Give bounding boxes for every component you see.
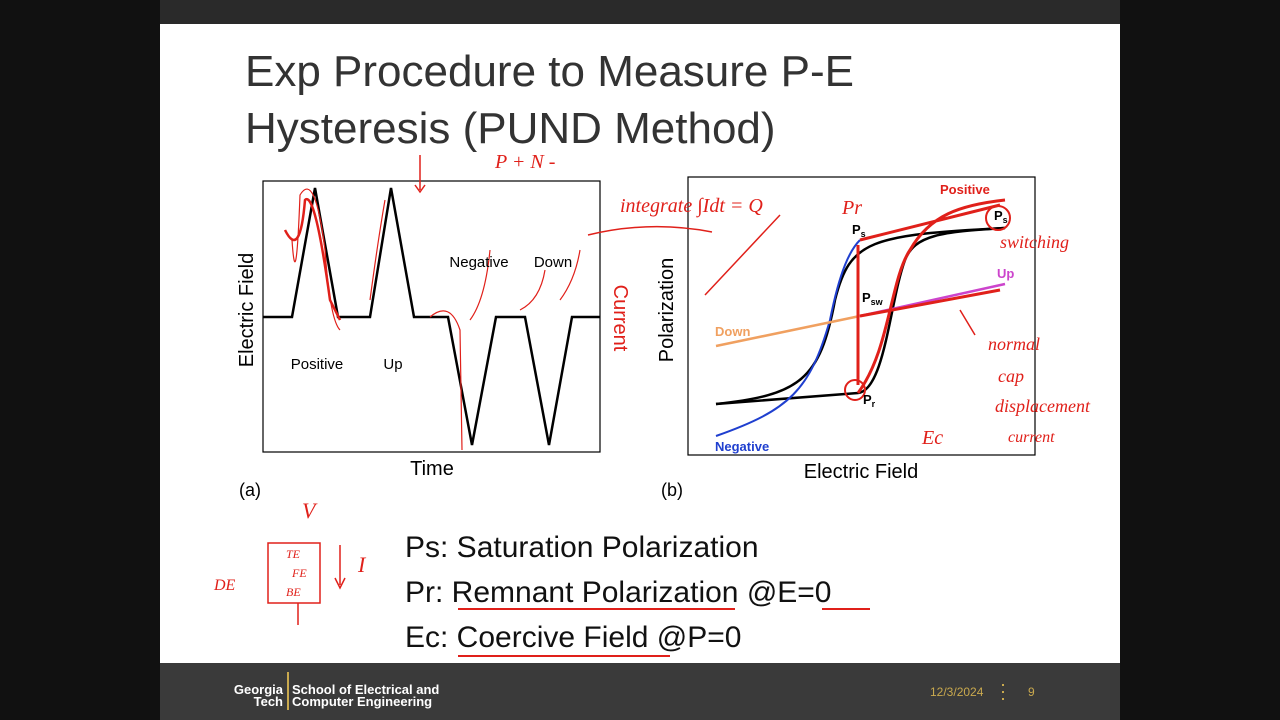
handwriting: switching — [1000, 232, 1069, 252]
definition: Ps: Saturation Polarization — [405, 531, 759, 564]
point-main: P — [862, 290, 871, 305]
branch-label: Up — [997, 266, 1014, 281]
hand-arrow — [297, 155, 976, 625]
top-bar — [160, 0, 1120, 24]
definition: Ec: Coercive Field @P=0 — [405, 621, 741, 654]
handwriting: I — [357, 552, 367, 577]
school-text: School of Electrical and — [292, 682, 439, 697]
down-branch — [715, 314, 861, 348]
branch-label: Down — [715, 324, 750, 339]
figure-b-frame — [687, 176, 1036, 456]
handwriting: DE — [213, 577, 236, 594]
pulse-label: Down — [534, 254, 572, 271]
handwriting: FE — [291, 566, 307, 580]
definition: Pr: Remnant Polarization @E=0 — [405, 576, 832, 609]
point-sub: r — [872, 399, 876, 409]
handwriting: TE — [286, 547, 301, 561]
point-sub: s — [1003, 215, 1008, 225]
hand-trace — [283, 197, 342, 321]
handwriting: Ec — [921, 427, 943, 449]
caption: (b) — [661, 480, 683, 500]
branch-label: Positive — [940, 182, 990, 197]
handwriting: integrate ∫Idt = Q — [620, 195, 763, 218]
hand-circle — [985, 205, 1011, 231]
handwriting: cap — [998, 366, 1024, 386]
pulse-label: Positive — [291, 356, 344, 373]
voltage-waveform — [263, 187, 600, 446]
page-number: 9 — [1028, 685, 1035, 699]
pulse-label: Up — [383, 356, 402, 373]
date: 12/3/2024 — [930, 685, 984, 699]
handwriting: Pr — [841, 197, 862, 219]
hand-circle — [844, 379, 866, 401]
footer-bar — [160, 663, 1120, 720]
point-sub: s — [861, 229, 866, 239]
y-label: Polarization — [656, 258, 678, 363]
negative-branch — [715, 239, 861, 437]
logo-text: Tech — [254, 694, 283, 709]
handwriting: BE — [286, 585, 301, 599]
handwriting: current — [1008, 429, 1055, 446]
x-label: Electric Field — [804, 461, 918, 483]
logo-text: Georgia — [234, 682, 284, 697]
handwriting: V — [302, 498, 318, 523]
pulse-label: Negative — [449, 254, 508, 271]
handwriting: displacement — [995, 396, 1091, 416]
point-label: Pr — [863, 392, 876, 409]
current-label: Current — [609, 285, 631, 352]
school-text: Computer Engineering — [292, 694, 432, 709]
point-main: P — [994, 208, 1003, 223]
point-label: Psw — [862, 290, 884, 307]
hand-underline — [458, 608, 870, 657]
hand-stack — [267, 542, 321, 604]
handwriting: P + N - — [494, 151, 555, 173]
current-trace — [291, 188, 581, 451]
x-label: Time — [410, 458, 454, 480]
point-label: Ps — [852, 222, 866, 239]
caption: (a) — [239, 480, 261, 500]
title-line: Hysteresis (PUND Method) — [245, 104, 776, 153]
point-label: Ps — [994, 208, 1008, 225]
point-main: P — [863, 392, 872, 407]
title-line: Exp Procedure to Measure P-E — [245, 47, 854, 96]
point-main: P — [852, 222, 861, 237]
point-sub: sw — [871, 297, 884, 307]
handwriting: normal — [988, 334, 1040, 354]
branch-label: Negative — [715, 439, 769, 454]
y-label: Electric Field — [236, 253, 258, 367]
hand-trace — [856, 198, 1006, 394]
